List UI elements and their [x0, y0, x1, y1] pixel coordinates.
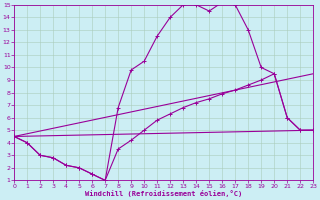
X-axis label: Windchill (Refroidissement éolien,°C): Windchill (Refroidissement éolien,°C) [85, 190, 242, 197]
